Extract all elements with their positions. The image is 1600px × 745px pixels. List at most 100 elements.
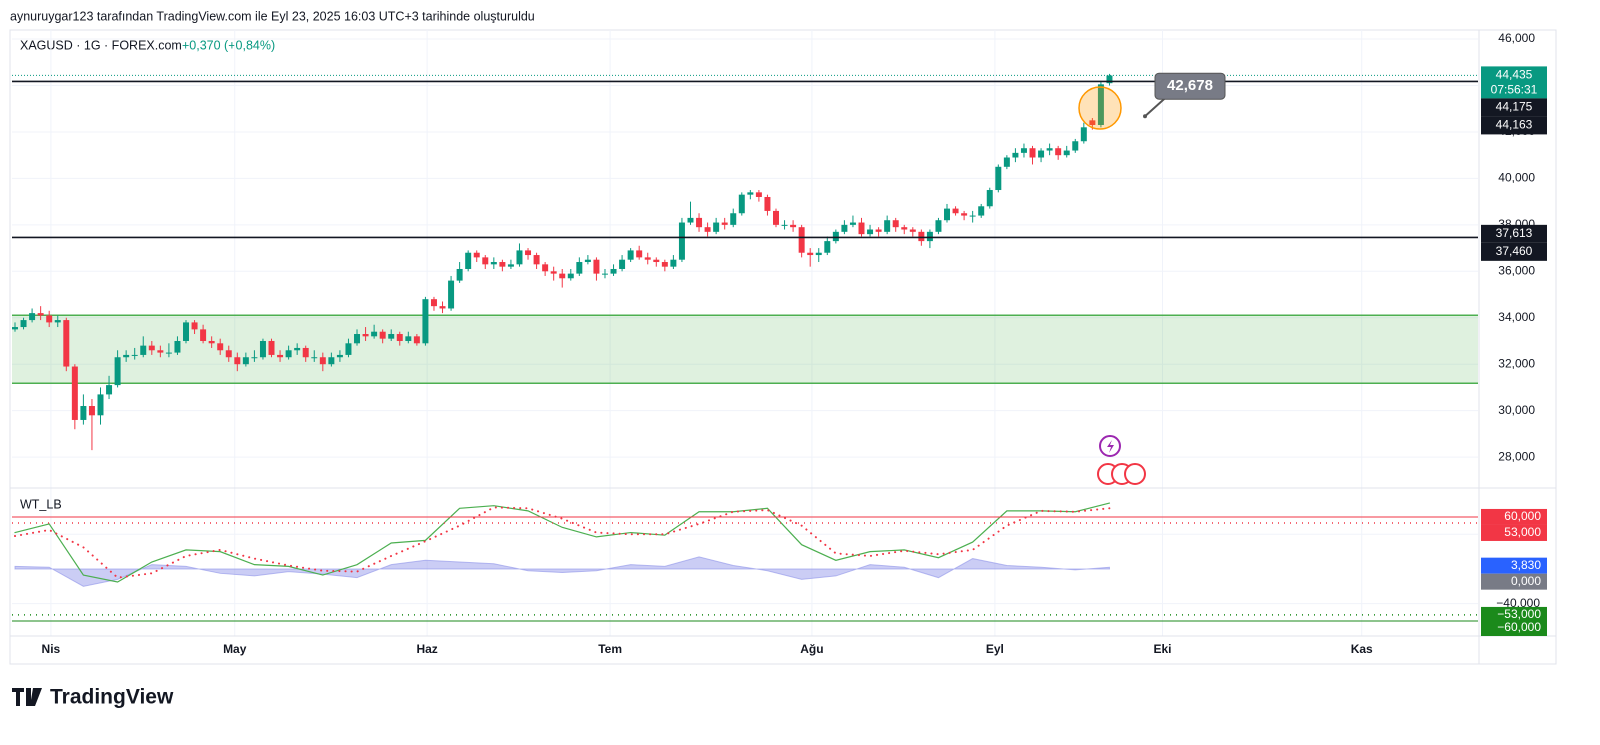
candle-body [1089, 120, 1096, 125]
candle-body [319, 357, 326, 365]
candle-body [371, 331, 378, 337]
symbol: XAGUSD · 1G · FOREX.com [20, 38, 182, 52]
candle-body [106, 385, 113, 395]
candle-body [473, 252, 480, 258]
candle-body [328, 357, 335, 365]
candle-body [678, 222, 685, 260]
candle-body [593, 259, 600, 274]
candle-body [619, 259, 626, 269]
candle-body [413, 336, 420, 344]
y-tick-label: 32,000 [1498, 356, 1535, 370]
attribution: aynuruygar123 tarafından TradingView.com… [10, 9, 535, 23]
candle-body [63, 320, 70, 367]
candle-body [191, 322, 198, 330]
candle-body [704, 227, 711, 232]
level-badge-label: 60,000 [1504, 509, 1541, 523]
candle-body [858, 222, 865, 235]
frame [9, 29, 1557, 665]
candle-body [901, 227, 908, 230]
candle-body [661, 262, 668, 267]
candle-body [482, 257, 489, 265]
candle-body [208, 340, 215, 344]
candle-body [559, 273, 566, 279]
candle-body [448, 280, 455, 309]
plot: Nis May Haz Tem Ağu Eyl Eki Kas 28,000 30,000 32,0… [10, 30, 1556, 664]
candle-body [764, 196, 771, 211]
x-tick-label: Haz [416, 642, 437, 656]
candle-body [388, 334, 395, 339]
candle-body [422, 299, 429, 344]
candle-body [20, 320, 27, 328]
candle-body [969, 215, 976, 217]
oscillator-line [13, 506, 1111, 579]
highlight-circle [1078, 86, 1122, 130]
candle-body [1106, 75, 1113, 84]
logo: TradingView [12, 686, 174, 709]
candle-body [268, 340, 275, 355]
x-tick-label: Eki [1153, 642, 1171, 656]
x-tick-label: Nis [42, 642, 61, 656]
price-badge [1481, 224, 1547, 243]
candle-body [892, 220, 899, 228]
candle-body [1063, 150, 1070, 156]
candle-body [277, 354, 284, 358]
level-badge [1481, 573, 1547, 590]
candle-body [430, 299, 437, 307]
y-tick-label: 46,000 [1498, 31, 1535, 45]
candle-body [696, 217, 703, 228]
candle-body [1038, 150, 1045, 158]
candle-body [174, 340, 181, 353]
price-badge-label: 44,435 [1496, 68, 1533, 82]
support-zone [12, 315, 1478, 384]
candle-body [507, 264, 514, 267]
candle-body [123, 354, 130, 358]
candle-body [867, 229, 874, 235]
price-badge [1481, 116, 1547, 135]
candle-body [251, 357, 258, 359]
histogram-area [14, 556, 1110, 587]
candle-body [336, 354, 343, 358]
candle-body [405, 336, 412, 341]
callout-pointer [1144, 97, 1166, 117]
candle-body [490, 262, 497, 265]
candle-body [550, 271, 557, 274]
x-tick-label: Kas [1351, 642, 1373, 656]
candle-body [54, 320, 61, 323]
candle-body [80, 406, 87, 420]
level-badge-label: 3,830 [1511, 558, 1541, 572]
countdown: 07:56:31 [1491, 83, 1538, 97]
candle-body [285, 350, 292, 358]
candle-body [1097, 84, 1104, 125]
logo-text: TradingView [50, 686, 174, 709]
candle-body [1046, 148, 1053, 151]
candle-body [713, 222, 720, 232]
candle-body [567, 273, 574, 279]
candle-body [849, 222, 856, 225]
candle-body [807, 252, 814, 256]
candle-body [242, 357, 249, 365]
y-tick-label: 34,000 [1498, 310, 1535, 324]
candle-body [148, 345, 155, 351]
candle-body [379, 331, 386, 339]
candle-body [832, 231, 839, 242]
candle-body [217, 343, 224, 351]
candle-body [781, 224, 788, 226]
candle-body [790, 224, 797, 228]
candle-body [71, 366, 78, 420]
candle-body [798, 227, 805, 253]
level-badge-label: −53,000 [1497, 607, 1541, 621]
candle-body [601, 273, 608, 275]
price-badge-label: 44,175 [1496, 100, 1533, 114]
candle-body [841, 224, 848, 232]
level-badge-label: 53,000 [1504, 525, 1541, 539]
candle-body [46, 315, 53, 323]
candle-body [1055, 148, 1062, 156]
price-badge-label: 37,460 [1496, 244, 1533, 258]
level-badge [1481, 606, 1547, 623]
y-tick-label: −40,000 [1496, 596, 1540, 610]
candle-body [1080, 127, 1087, 142]
candle-body [670, 259, 677, 267]
candle-body [140, 345, 147, 355]
candle-body [636, 250, 643, 258]
candle-body [747, 192, 754, 195]
